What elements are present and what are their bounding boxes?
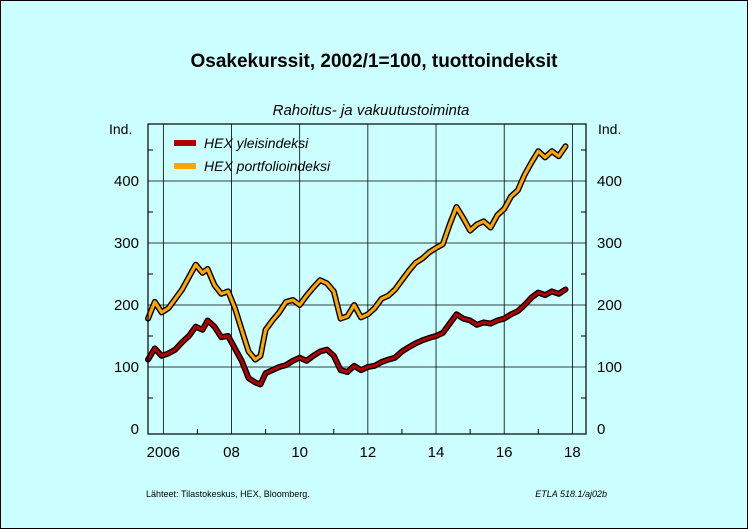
series-line: [146, 144, 568, 362]
y-tick-label-right: 200: [597, 297, 622, 314]
y-tick-label-right: 400: [597, 173, 622, 190]
series-layer: [145, 143, 569, 388]
x-tick-label: 12: [360, 444, 377, 461]
y-axis-unit-left: Ind.: [109, 121, 132, 137]
legend-label: HEX portfolioindeksi: [204, 158, 331, 174]
x-tick-label: 2006: [147, 444, 180, 461]
source-text: Tilastokeskus, HEX, Bloomberg.: [181, 489, 310, 499]
x-tick-label: 08: [223, 444, 240, 461]
chart-subtitle: Rahoitus- ja vakuutustoiminta: [273, 102, 470, 119]
x-tick-label: 18: [564, 444, 581, 461]
y-tick-label-left: 400: [114, 173, 139, 190]
legend-item: HEX yleisindeksi: [174, 135, 309, 151]
plot-border: [147, 123, 587, 435]
y-tick-label-left: 100: [114, 359, 139, 376]
y-tick-label-left: 0: [131, 421, 139, 438]
y-tick-label-right: 0: [597, 421, 605, 438]
y-tick-label-right: 100: [597, 359, 622, 376]
series-line: [146, 287, 568, 386]
x-tick-label: 10: [291, 444, 308, 461]
y-tick-label-left: 300: [114, 235, 139, 252]
chart-code: ETLA 518.1/aj02b: [535, 489, 607, 499]
chart-title: Osakekurssit, 2002/1=100, tuottoindeksit: [191, 51, 559, 72]
legend: HEX yleisindeksi HEX portfolioindeksi: [174, 135, 331, 174]
x-tick-label: 16: [496, 444, 513, 461]
series-line-outline: [145, 143, 569, 363]
legend-label: HEX yleisindeksi: [204, 135, 309, 151]
y-tick-label-right: 300: [597, 235, 622, 252]
y-tick-label-left: 200: [114, 297, 139, 314]
grid-lines: [148, 124, 586, 434]
source-label: Lähteet:: [146, 489, 179, 499]
axis-ticks: [148, 149, 586, 434]
legend-item: HEX portfolioindeksi: [174, 158, 331, 174]
y-axis-unit-right: Ind.: [598, 121, 621, 137]
x-tick-label: 14: [428, 444, 445, 461]
